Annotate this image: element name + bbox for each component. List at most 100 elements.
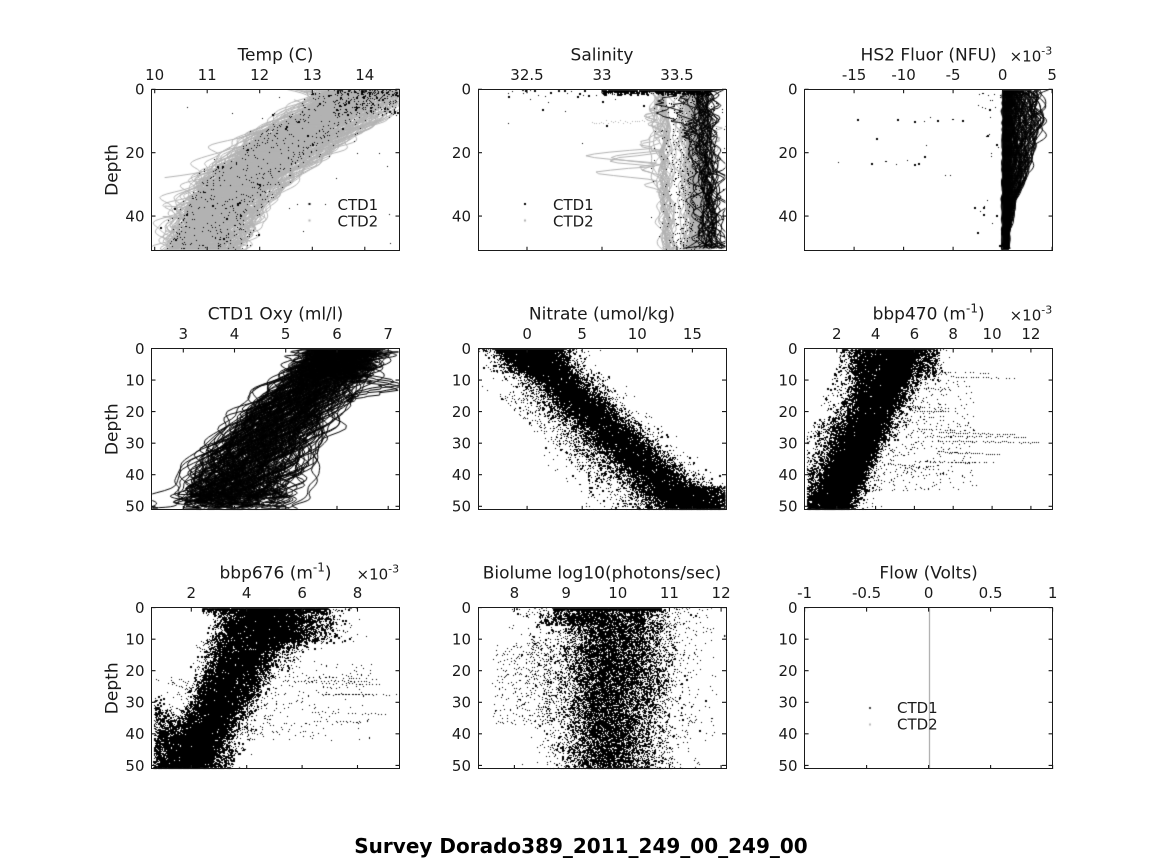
svg-text:0.5: 0.5	[979, 584, 1003, 602]
svg-text:CTD2: CTD2	[553, 213, 594, 231]
svg-text:30: 30	[125, 435, 144, 453]
svg-text:-0.5: -0.5	[852, 584, 881, 602]
svg-text:CTD1: CTD1	[338, 196, 379, 214]
svg-text:0: 0	[461, 81, 471, 99]
svg-text:13: 13	[303, 66, 322, 84]
svg-text:10: 10	[779, 631, 798, 649]
svg-text:8: 8	[948, 325, 958, 343]
svg-text:Depth: Depth	[103, 662, 123, 714]
svg-text:5: 5	[281, 325, 291, 343]
svg-text:-5: -5	[946, 66, 961, 84]
svg-text:10: 10	[779, 372, 798, 390]
svg-text:33.5: 33.5	[660, 66, 693, 84]
svg-text:14: 14	[355, 66, 374, 84]
svg-text:11: 11	[198, 66, 217, 84]
svg-text:6: 6	[910, 325, 920, 343]
svg-text:Flow (Volts): Flow (Volts)	[879, 564, 977, 584]
svg-text:20: 20	[452, 144, 471, 162]
svg-text:40: 40	[779, 725, 798, 743]
svg-text:40: 40	[452, 725, 471, 743]
svg-text:20: 20	[779, 662, 798, 680]
svg-text:0: 0	[522, 325, 532, 343]
svg-text:8: 8	[510, 584, 520, 602]
svg-text:10: 10	[125, 631, 144, 649]
svg-text:20: 20	[125, 144, 144, 162]
svg-text:Nitrate (umol/kg): Nitrate (umol/kg)	[529, 305, 675, 325]
svg-text:0: 0	[788, 599, 798, 617]
svg-text:×10-3: ×10-3	[1010, 304, 1053, 325]
svg-text:11: 11	[660, 584, 679, 602]
svg-text:30: 30	[452, 435, 471, 453]
svg-text:CTD1: CTD1	[897, 699, 938, 717]
svg-text:0: 0	[461, 340, 471, 358]
svg-text:40: 40	[452, 208, 471, 226]
svg-text:20: 20	[779, 144, 798, 162]
svg-text:40: 40	[779, 208, 798, 226]
svg-text:50: 50	[125, 757, 144, 775]
svg-text:-1: -1	[797, 584, 812, 602]
svg-text:50: 50	[452, 757, 471, 775]
svg-text:Depth: Depth	[103, 403, 123, 455]
svg-text:40: 40	[125, 725, 144, 743]
svg-text:6: 6	[332, 325, 342, 343]
svg-text:30: 30	[452, 694, 471, 712]
svg-text:1: 1	[1048, 584, 1058, 602]
svg-text:12: 12	[1021, 325, 1040, 343]
svg-text:-15: -15	[842, 66, 867, 84]
svg-text:10: 10	[125, 372, 144, 390]
svg-text:CTD1: CTD1	[553, 196, 594, 214]
svg-text:0: 0	[788, 81, 798, 99]
svg-text:0: 0	[135, 340, 145, 358]
svg-text:10: 10	[608, 584, 627, 602]
svg-text:Survey Dorado389_2011_249_00_2: Survey Dorado389_2011_249_00_249_00	[354, 834, 807, 858]
svg-text:bbp470 (m-1): bbp470 (m-1)	[873, 302, 985, 325]
svg-text:Depth: Depth	[103, 144, 123, 196]
svg-text:20: 20	[125, 403, 144, 421]
svg-text:7: 7	[383, 325, 393, 343]
svg-text:0: 0	[135, 599, 145, 617]
svg-text:12: 12	[250, 66, 269, 84]
svg-text:33: 33	[592, 66, 611, 84]
svg-text:bbp676 (m-1): bbp676 (m-1)	[219, 561, 331, 584]
svg-text:2: 2	[187, 584, 197, 602]
svg-text:6: 6	[297, 584, 307, 602]
svg-text:30: 30	[779, 435, 798, 453]
svg-text:CTD2: CTD2	[897, 716, 938, 734]
svg-text:50: 50	[779, 498, 798, 516]
svg-text:4: 4	[230, 325, 240, 343]
svg-text:0: 0	[998, 66, 1008, 84]
svg-text:0: 0	[135, 81, 145, 99]
svg-text:3: 3	[179, 325, 189, 343]
svg-text:20: 20	[125, 662, 144, 680]
svg-text:9: 9	[561, 584, 571, 602]
svg-text:40: 40	[125, 208, 144, 226]
svg-text:×10-3: ×10-3	[1010, 44, 1053, 65]
svg-text:50: 50	[779, 757, 798, 775]
svg-text:0: 0	[461, 599, 471, 617]
svg-text:0: 0	[788, 340, 798, 358]
svg-text:Biolume log10(photons/sec): Biolume log10(photons/sec)	[483, 564, 722, 584]
svg-text:CTD1 Oxy (ml/l): CTD1 Oxy (ml/l)	[208, 305, 343, 325]
svg-text:Salinity: Salinity	[571, 45, 634, 65]
svg-text:5: 5	[1047, 66, 1057, 84]
svg-text:10: 10	[628, 325, 647, 343]
svg-text:Temp (C): Temp (C)	[237, 45, 314, 65]
svg-text:40: 40	[125, 466, 144, 484]
svg-text:10: 10	[452, 631, 471, 649]
svg-text:15: 15	[683, 325, 702, 343]
svg-text:0: 0	[924, 584, 934, 602]
svg-text:5: 5	[577, 325, 587, 343]
svg-text:10: 10	[983, 325, 1002, 343]
svg-text:20: 20	[452, 662, 471, 680]
svg-text:40: 40	[779, 466, 798, 484]
svg-text:30: 30	[779, 694, 798, 712]
svg-text:20: 20	[452, 403, 471, 421]
svg-text:50: 50	[452, 498, 471, 516]
svg-text:20: 20	[779, 403, 798, 421]
svg-text:10: 10	[145, 66, 164, 84]
svg-text:10: 10	[452, 372, 471, 390]
svg-text:8: 8	[353, 584, 363, 602]
svg-text:CTD2: CTD2	[338, 213, 379, 231]
svg-text:40: 40	[452, 466, 471, 484]
svg-text:HS2 Fluor (NFU): HS2 Fluor (NFU)	[861, 45, 997, 65]
